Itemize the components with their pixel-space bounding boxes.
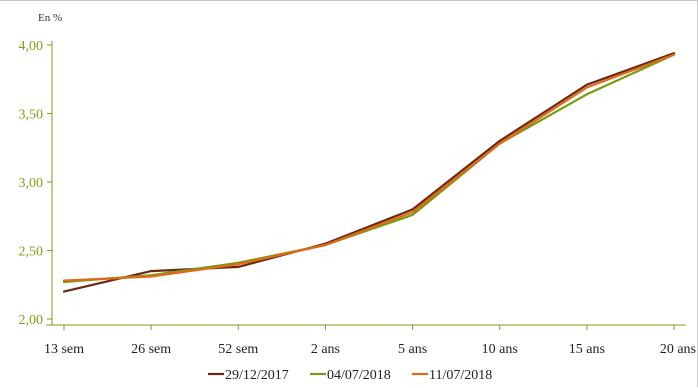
x-tick-label: 10 ans [482, 342, 518, 357]
x-tick-label: 20 ans [660, 342, 696, 357]
y-tick-label: 2,50 [19, 245, 44, 260]
x-tick-label: 26 sem [131, 342, 171, 357]
series-lines [62, 52, 676, 293]
y-tick-label: 3,00 [19, 176, 44, 191]
y-unit-label: En % [38, 12, 62, 24]
series-line-3 [62, 53, 676, 282]
legend-label-2: 04/07/2018 [327, 368, 391, 383]
x-tick-label: 2 ans [311, 342, 340, 357]
y-tick-label: 4,00 [19, 39, 44, 54]
x-tick-label: 52 sem [218, 342, 258, 357]
x-tick-label: 5 ans [398, 342, 427, 357]
legend-label-3: 11/07/2018 [429, 368, 492, 383]
x-tick-label: 13 sem [44, 342, 84, 357]
x-tick-label: 15 ans [569, 342, 605, 357]
series-line-2 [62, 53, 676, 284]
series-line-1 [62, 52, 676, 293]
legend: 29/12/2017 04/07/2018 11/07/2018 [208, 368, 492, 383]
axes: 2,00 2,50 3,00 3,50 4,00 13 sem 26 sem 52 sem 2 … [19, 39, 697, 357]
legend-label-1: 29/12/2017 [225, 368, 289, 383]
y-tick-label: 3,50 [19, 108, 44, 123]
y-tick-label: 2,00 [19, 313, 44, 328]
